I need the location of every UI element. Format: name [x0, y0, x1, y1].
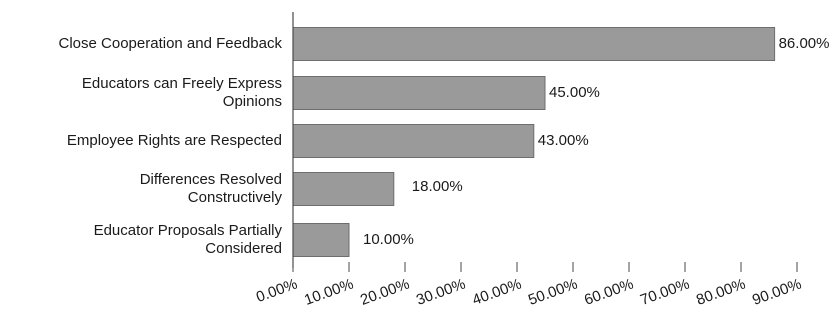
x-tick-label-0: 0.00% [254, 276, 300, 307]
value-labels: 86.00% 45.00% 43.00% 18.00% 10.00% [363, 35, 829, 248]
category-label-1: Close Cooperation and Feedback [59, 35, 283, 52]
bars-layer [292, 27, 776, 257]
x-tick-label-5: 50.00% [526, 276, 580, 309]
bar-4 [292, 172, 395, 206]
x-tick-label-7: 70.00% [638, 276, 692, 309]
x-tick-label-9: 90.00% [750, 276, 804, 309]
x-tick-label-1: 10.00% [302, 276, 356, 309]
value-label-3: 43.00% [538, 132, 589, 149]
x-tick-label-6: 60.00% [582, 276, 636, 309]
value-label-4: 18.00% [412, 178, 463, 195]
category-labels: Close Cooperation and Feedback Educators … [59, 35, 283, 257]
category-label-3: Employee Rights are Respected [67, 132, 282, 149]
x-tick-label-8: 80.00% [694, 276, 748, 309]
value-label-1: 86.00% [779, 35, 830, 52]
bar-1 [292, 27, 776, 61]
category-label-4: Differences Resolved Constructively [140, 171, 283, 206]
bar-5 [292, 223, 350, 257]
category-label-5: Educator Proposals Partially Considered [94, 222, 283, 257]
x-tick-label-3: 30.00% [414, 276, 468, 309]
x-tick-label-4: 40.00% [470, 276, 524, 309]
bar-2 [292, 76, 546, 110]
category-label-2: Educators can Freely Express Opinions [82, 75, 282, 110]
x-tick-label-2: 20.00% [358, 276, 412, 309]
value-label-2: 45.00% [549, 84, 600, 101]
value-label-5: 10.00% [363, 231, 414, 248]
bar-3 [292, 124, 535, 158]
